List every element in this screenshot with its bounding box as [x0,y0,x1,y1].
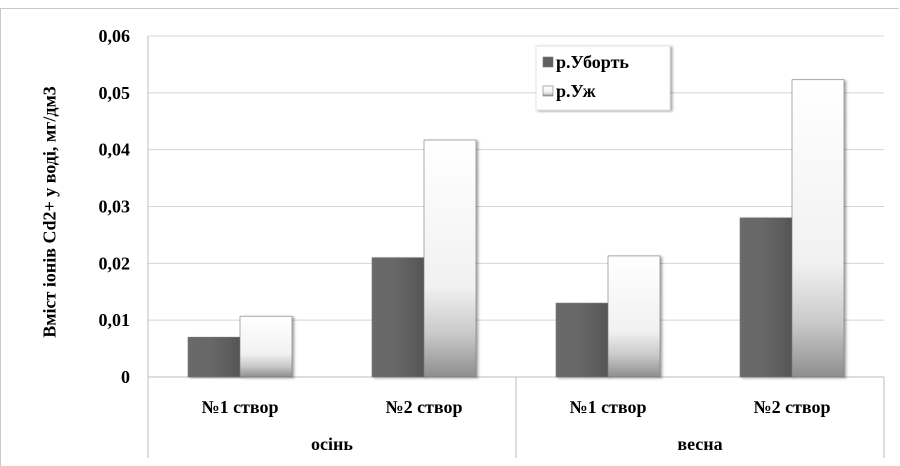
y-tick-label: 0,05 [99,83,131,103]
group-label: весна [677,434,722,454]
x-tick-label: №2 створ [385,397,462,417]
bar-series-2 [607,255,661,378]
bar-series-2 [791,79,845,378]
bar-series-1 [371,257,425,378]
legend-swatch [542,85,554,97]
y-tick-label: 0,06 [99,26,131,46]
y-tick-label: 0,02 [99,253,131,273]
legend-box [535,45,671,111]
legend-label: р.Уборть [556,52,629,72]
group-label: осінь [311,434,353,454]
y-axis-label: Вміст іонів Cd2+ у воді, мг/дм3 [39,86,60,338]
chart-frame [0,8,899,466]
y-tick-label: 0,01 [99,310,131,330]
legend-label: р.Уж [556,81,597,101]
bar-series-2 [423,139,477,378]
legend-swatch [542,56,554,68]
bar-series-1 [555,302,609,378]
x-tick-label: №2 створ [753,397,830,417]
y-tick-label: 0,03 [99,197,131,217]
bar-series-1 [739,217,793,378]
x-tick-label: №1 створ [201,397,278,417]
y-tick-label: 0 [121,367,130,387]
bar-series-2 [239,315,293,378]
bar-series-1 [187,336,241,378]
x-tick-label: №1 створ [569,397,646,417]
y-tick-label: 0,04 [99,140,131,160]
